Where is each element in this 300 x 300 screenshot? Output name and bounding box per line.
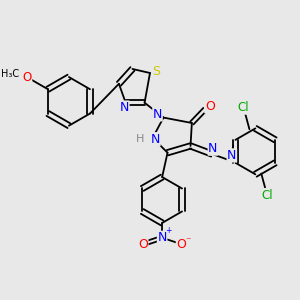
Text: H₃C: H₃C bbox=[1, 69, 19, 79]
Text: S: S bbox=[152, 65, 160, 78]
Text: Cl: Cl bbox=[262, 188, 273, 202]
Text: +: + bbox=[165, 226, 172, 235]
Text: N: N bbox=[120, 101, 129, 114]
Text: H: H bbox=[136, 134, 144, 144]
Text: N: N bbox=[153, 108, 162, 121]
Text: O: O bbox=[176, 238, 186, 250]
Text: O: O bbox=[138, 238, 148, 250]
Text: N: N bbox=[158, 231, 167, 244]
Text: N: N bbox=[208, 142, 218, 155]
Text: N: N bbox=[227, 149, 236, 162]
Text: N: N bbox=[151, 133, 160, 146]
Text: Cl: Cl bbox=[237, 101, 249, 114]
Text: ⁻: ⁻ bbox=[186, 236, 191, 246]
Text: O: O bbox=[205, 100, 214, 113]
Text: O: O bbox=[22, 71, 32, 84]
